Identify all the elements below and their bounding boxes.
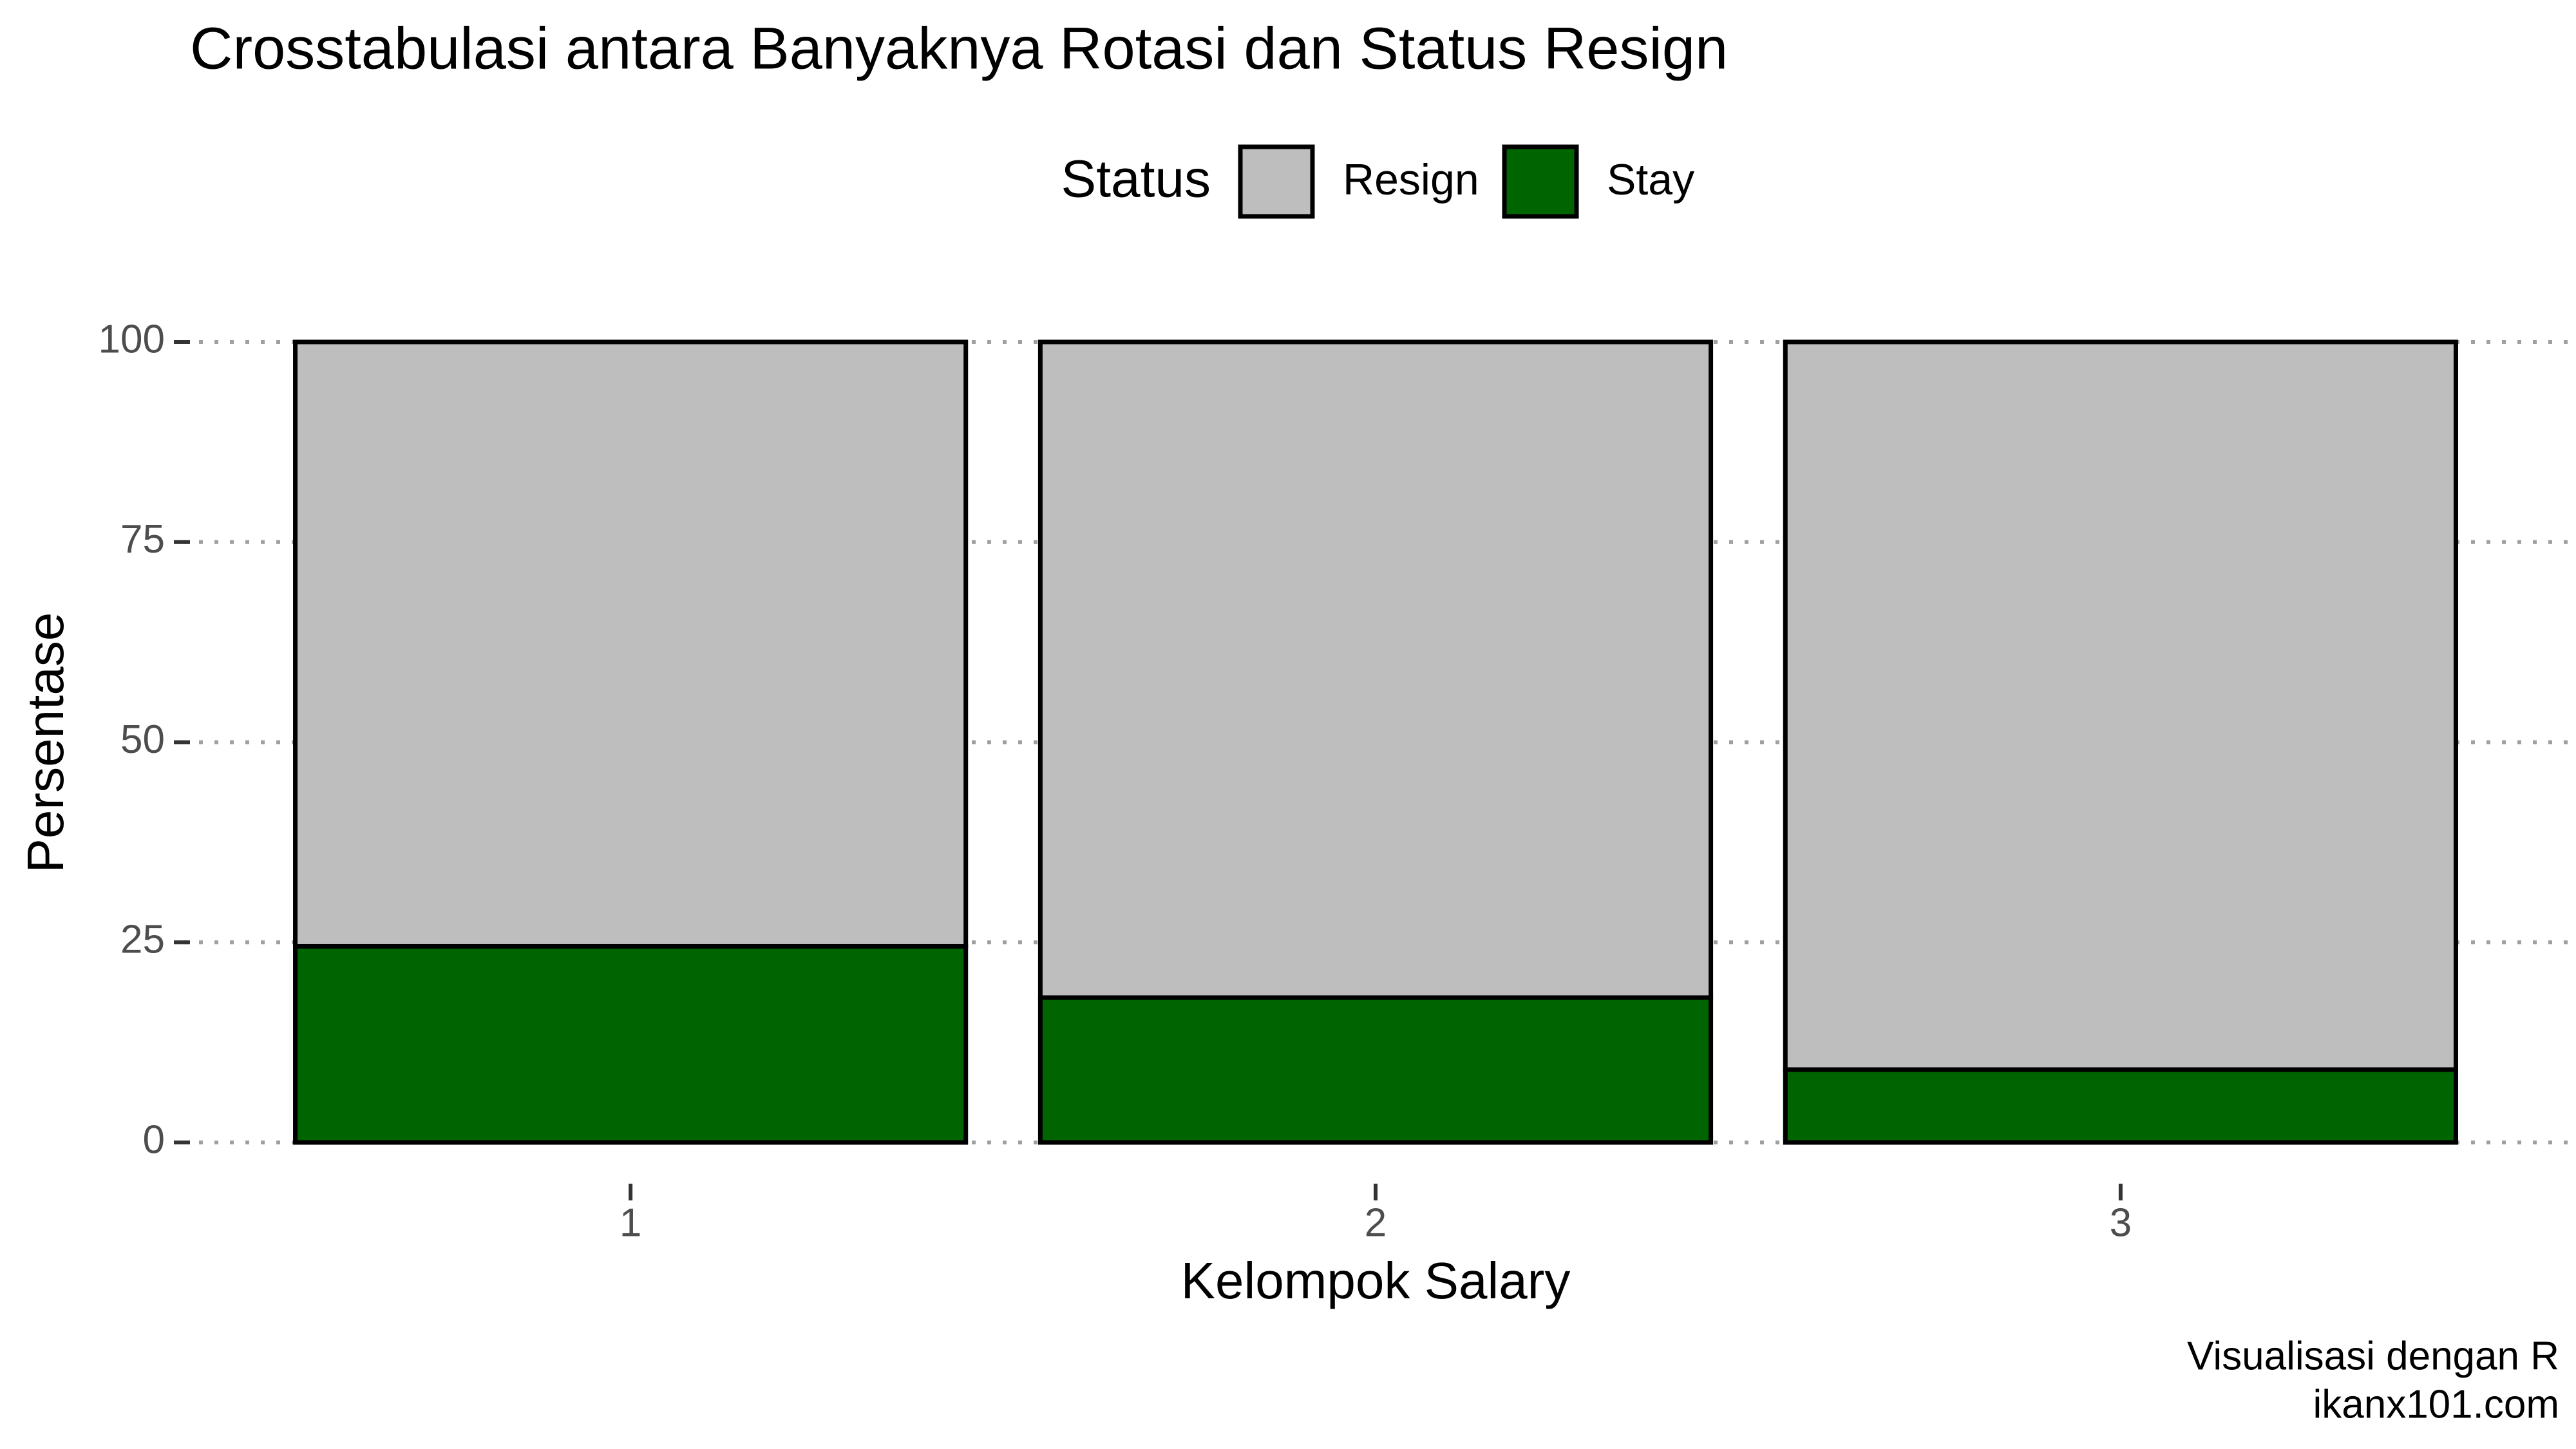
legend-key bbox=[1238, 144, 1315, 219]
bar-segment bbox=[1037, 995, 1714, 1145]
legend-label: Stay bbox=[1607, 155, 1694, 204]
caption: ikanx101.com bbox=[2313, 1382, 2559, 1426]
legend-label: Resign bbox=[1343, 155, 1479, 204]
caption: Visualisasi dengan R bbox=[2187, 1334, 2559, 1378]
x-axis-title: Kelompok Salary bbox=[1181, 1252, 1571, 1309]
x-tick-label: 3 bbox=[2110, 1200, 2132, 1245]
y-axis-title: Persentase bbox=[17, 612, 74, 873]
bar-segment bbox=[293, 339, 969, 949]
y-tick-label: 25 bbox=[120, 918, 165, 962]
x-tick-label: 2 bbox=[1365, 1200, 1387, 1245]
x-tick-label: 1 bbox=[620, 1200, 641, 1245]
bar-segment bbox=[1783, 339, 2458, 1072]
bar-segment bbox=[293, 943, 969, 1145]
y-tick-label: 0 bbox=[143, 1117, 165, 1162]
y-tick-label: 100 bbox=[99, 317, 165, 361]
legend-key bbox=[1502, 144, 1579, 219]
bar-segment bbox=[1037, 339, 1714, 1000]
chart-title: Crosstabulasi antara Banyaknya Rotasi da… bbox=[190, 15, 1728, 81]
y-tick-label: 75 bbox=[120, 517, 165, 562]
bar-segment bbox=[1783, 1067, 2458, 1145]
legend-title: Status bbox=[1061, 150, 1211, 209]
y-tick-label: 50 bbox=[120, 717, 165, 762]
